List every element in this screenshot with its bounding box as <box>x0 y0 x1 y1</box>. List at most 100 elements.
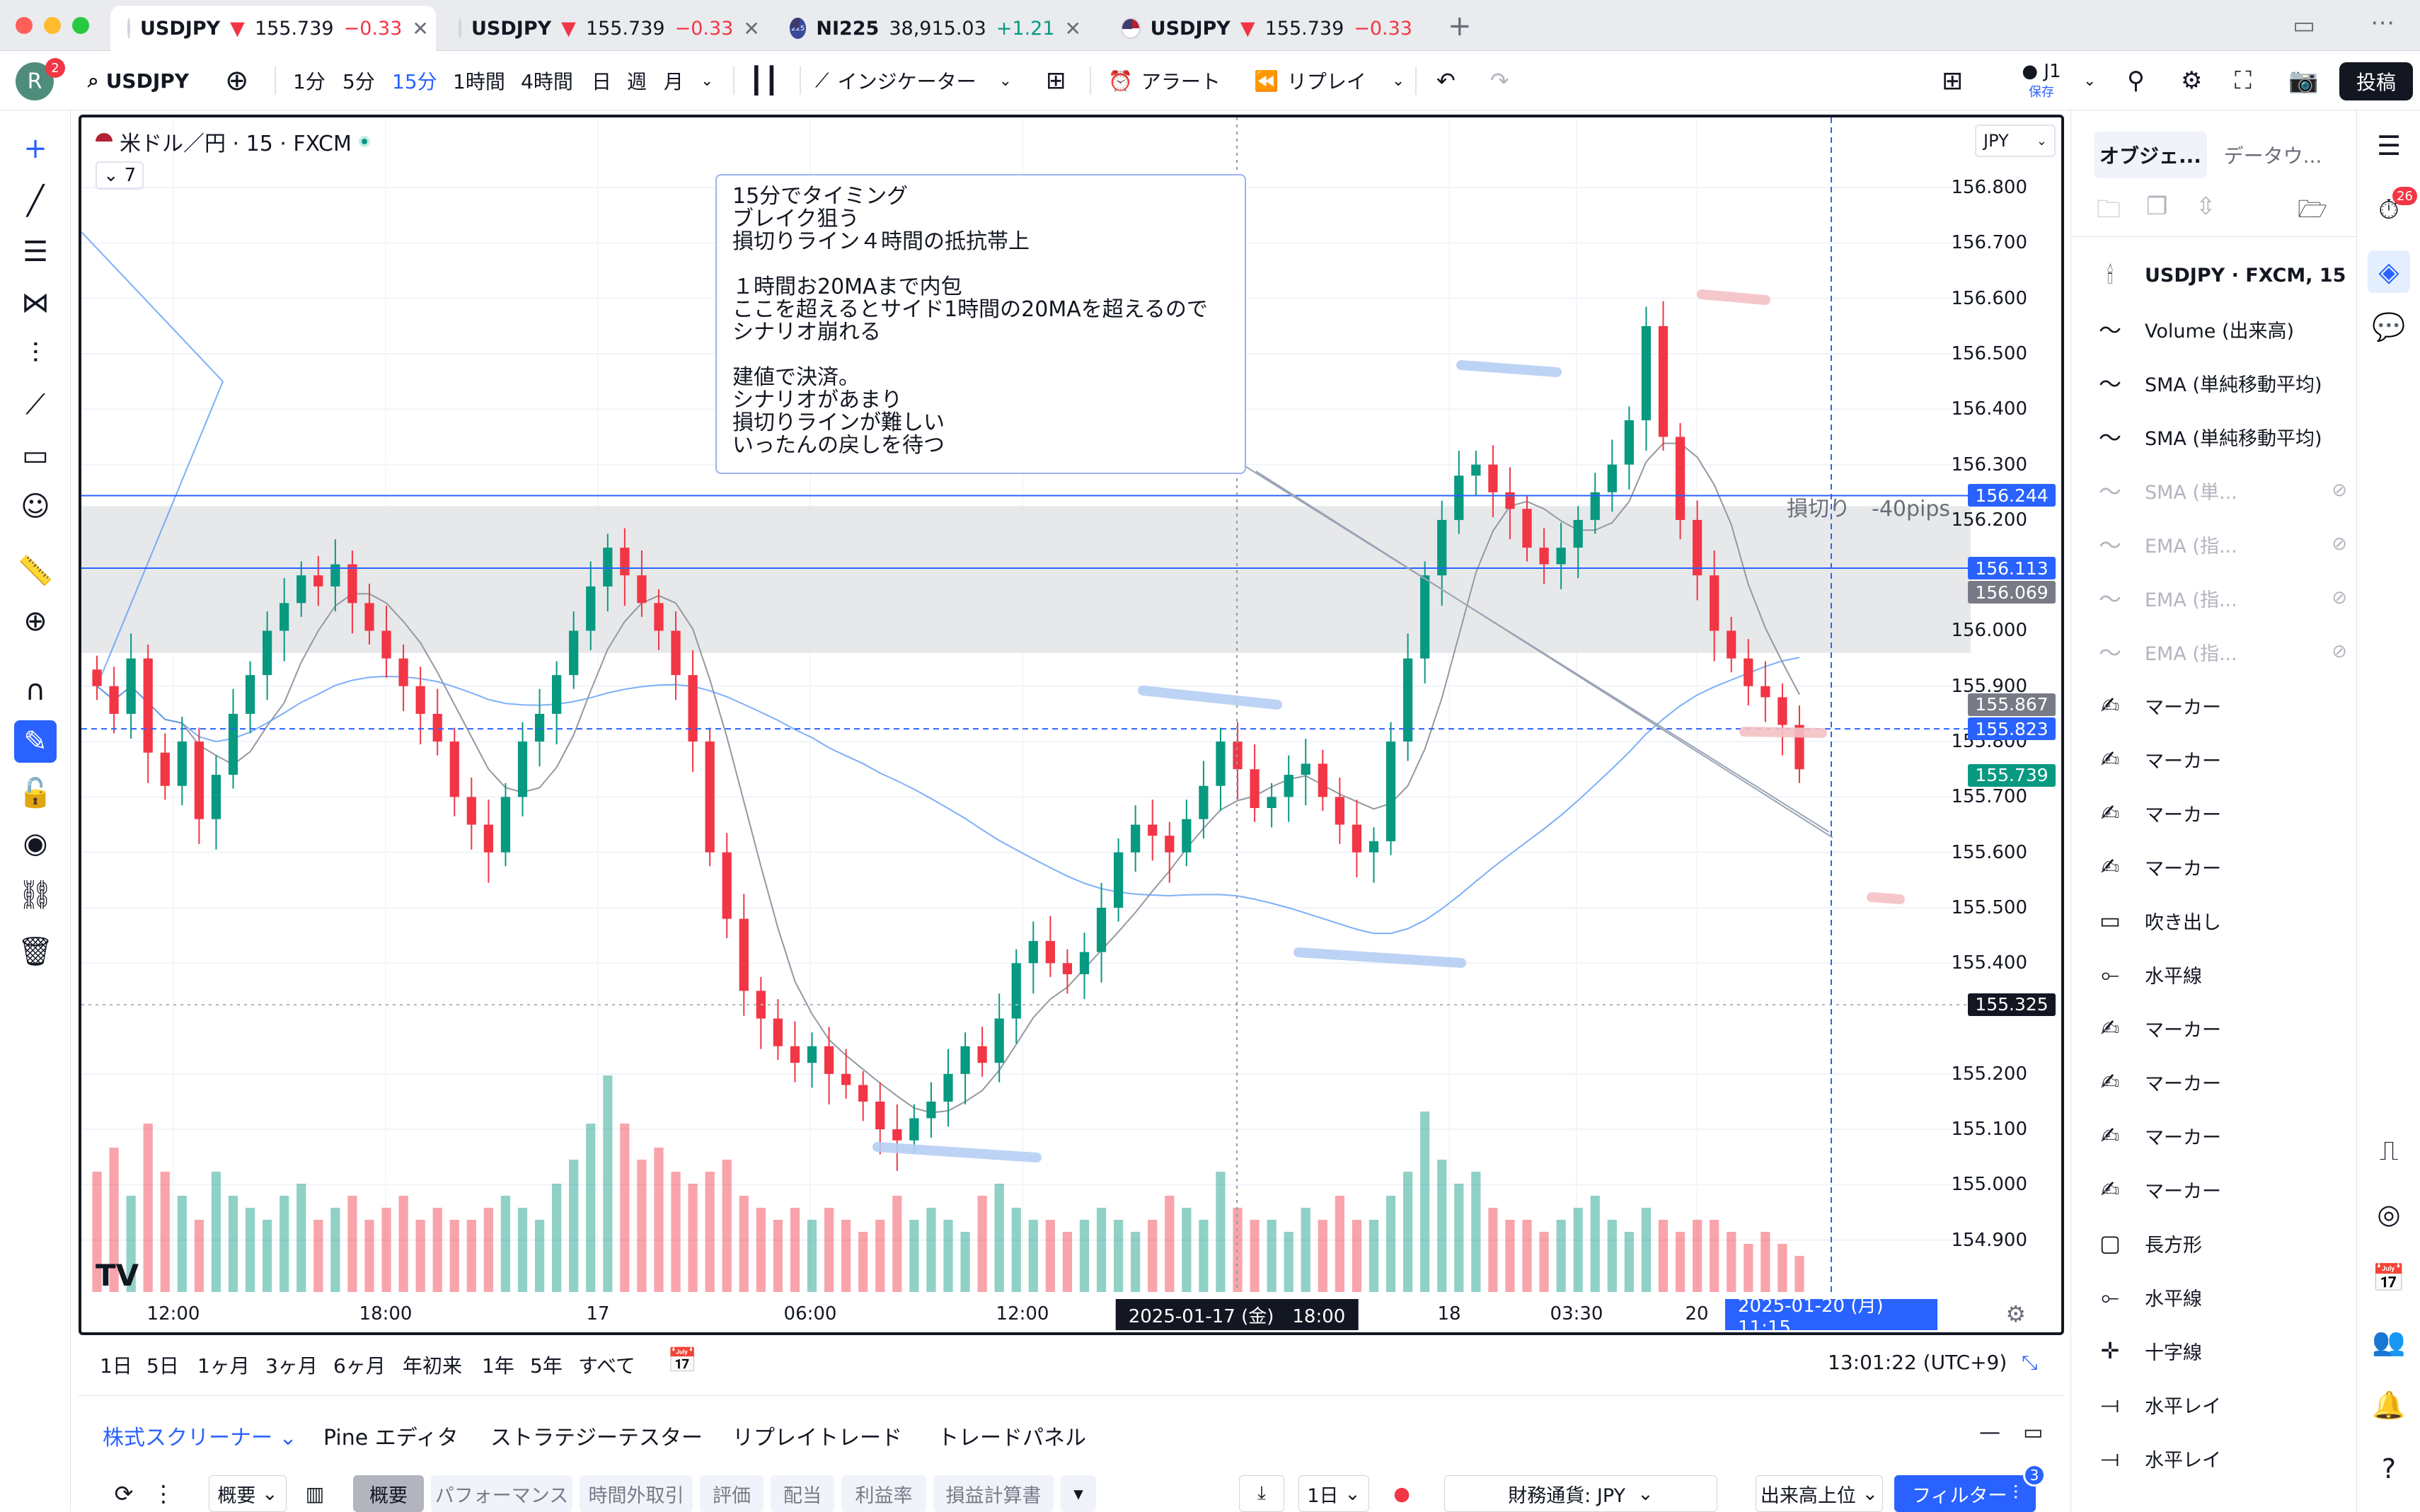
replay-button[interactable]: ⏪ リプレイ ⌄ <box>1254 51 1405 110</box>
interval-select[interactable]: 1日 ⌄ <box>1298 1475 1369 1512</box>
range-ytd[interactable]: 年初来 <box>403 1354 463 1378</box>
range-1d[interactable]: 1日 <box>100 1354 132 1378</box>
camera-snapshot-icon[interactable]: 📷 <box>2288 67 2319 95</box>
chart-legend-title[interactable]: 米ドル／円 · 15 · FXCM <box>96 126 370 157</box>
trendline-icon[interactable]: ╱ <box>26 185 45 217</box>
tab-replay-trade[interactable]: リプレイトレード <box>732 1426 902 1450</box>
close-tab-icon[interactable]: ✕ <box>412 16 429 40</box>
close-tab-icon[interactable]: ✕ <box>743 16 760 40</box>
tab-pine-editor[interactable]: Pine エディタ <box>323 1426 459 1450</box>
layout-name-button[interactable]: ● J1 保存 <box>2010 61 2073 100</box>
object-tree-item[interactable]: 〜 EMA (指... ⊘ <box>2092 573 2347 623</box>
auto-scale-icon[interactable]: ⤡ <box>2022 1351 2038 1374</box>
sync-drawings-icon[interactable]: 🗁 <box>2298 195 2328 224</box>
tab-trade-panel[interactable]: トレードパネル <box>938 1426 1086 1450</box>
interval-day[interactable]: 日 <box>592 70 612 93</box>
chevron-down-icon[interactable]: ▾ <box>1061 1475 1096 1512</box>
reorder-icon[interactable]: ⇳ <box>2196 192 2216 221</box>
interval-5m[interactable]: 5分 <box>342 70 375 93</box>
object-tree-item[interactable]: 🕯 USDJPY · FXCM, 15 <box>2092 250 2347 300</box>
link-icon[interactable]: ⛓ <box>17 878 54 911</box>
filter-button[interactable]: フィルター ⫶ <box>1894 1475 2036 1512</box>
ruler-icon[interactable]: 📏 <box>18 554 53 587</box>
tab-object-tree[interactable]: オブジェ... <box>2094 132 2207 178</box>
interval-1h[interactable]: 1時間 <box>453 70 505 93</box>
tab-usdjpy-3[interactable]: USDJPY ▼ 155.739 −0.33 <box>1104 6 1429 51</box>
object-tree-item[interactable]: 〜 EMA (指... ⊘ <box>2092 519 2347 569</box>
close-tab-icon[interactable]: ✕ <box>1064 16 1081 40</box>
copy-icon[interactable]: ❐ <box>2146 192 2168 221</box>
crosshair-icon[interactable]: + <box>23 132 47 165</box>
download-icon[interactable]: ⤓ <box>1239 1475 1284 1512</box>
eye-hidden-icon[interactable]: ⊘ <box>2332 641 2347 662</box>
trading-panel-icon[interactable]: ⎍ <box>2379 1134 2399 1166</box>
forecast-icon[interactable]: ⫶ <box>32 337 39 370</box>
target-icon[interactable]: ◎ <box>2377 1199 2401 1230</box>
currency-filter[interactable]: 財務通貨: JPY ⌄ <box>1444 1475 1717 1512</box>
interval-1m[interactable]: 1分 <box>293 70 325 93</box>
range-all[interactable]: すべて <box>578 1354 635 1378</box>
object-tree-item[interactable]: ✍ マーカー <box>2092 681 2347 730</box>
object-tree-item[interactable]: ⟜ 水平線 <box>2092 950 2347 999</box>
chevron-down-icon[interactable]: ⌄ <box>701 71 714 90</box>
columns-icon[interactable]: ▥ <box>305 1482 325 1506</box>
object-tree-item[interactable]: 〜 EMA (指... ⊘ <box>2092 627 2347 676</box>
object-tree-item[interactable]: 〜 SMA (単... ⊘ <box>2092 466 2347 515</box>
layout-grid-icon[interactable]: ⊞ <box>1942 66 1964 96</box>
zoom-in-icon[interactable]: ⊕ <box>23 605 47 637</box>
refresh-icon[interactable]: ⟳ <box>114 1480 134 1507</box>
eye-hidden-icon[interactable]: ⊘ <box>2332 480 2347 501</box>
tab-data-window[interactable]: データウ... <box>2223 144 2322 168</box>
watchlist-icon[interactable]: ☰ <box>2376 130 2402 161</box>
range-5y[interactable]: 5年 <box>530 1354 563 1378</box>
layout-window-icon[interactable]: ▭ <box>2293 11 2316 40</box>
more-vertical-icon[interactable]: ⋮ <box>152 1480 175 1507</box>
object-tree-item[interactable]: ⟜ 水平線 <box>2092 1272 2347 1322</box>
magnet-icon[interactable]: ∩ <box>25 674 46 707</box>
emoji-icon[interactable]: ☺ <box>21 490 50 523</box>
object-tree-item[interactable]: ✍ マーカー <box>2092 1003 2347 1053</box>
symbol-search-button[interactable]: ⌕ USDJPY <box>88 51 189 110</box>
object-tree-item[interactable]: ✍ マーカー <box>2092 1057 2347 1107</box>
interval-4h[interactable]: 4時間 <box>521 70 573 93</box>
object-tree-item[interactable]: ✍ マーカー <box>2092 842 2347 891</box>
interval-week[interactable]: 週 <box>627 70 647 93</box>
community-icon[interactable]: 👥 <box>2372 1325 2406 1357</box>
minimize-window-button[interactable] <box>44 17 61 34</box>
eye-hidden-icon[interactable]: ⊘ <box>2332 587 2347 608</box>
indicators-button[interactable]: ⟋ インジケーター ⌄ <box>815 51 1012 110</box>
text-comment-icon[interactable]: ▭ <box>22 439 49 472</box>
filter-dividends[interactable]: 配当 <box>771 1475 834 1512</box>
more-icon[interactable]: ⋯ <box>2370 8 2395 37</box>
range-5d[interactable]: 5日 <box>146 1354 179 1378</box>
currency-selector[interactable]: JPY ⌄ <box>1975 125 2056 157</box>
filter-valuation[interactable]: 評価 <box>700 1475 764 1512</box>
compare-plus-icon[interactable]: ⊕ <box>225 64 249 97</box>
new-tab-icon[interactable]: + <box>1448 10 1472 42</box>
close-window-button[interactable] <box>16 17 33 34</box>
range-1y[interactable]: 1年 <box>482 1354 514 1378</box>
filter-income[interactable]: 損益計算書 <box>933 1475 1054 1512</box>
filter-performance[interactable]: パフォーマンス <box>431 1475 572 1512</box>
object-tree-layers-icon[interactable]: ◈ <box>2368 250 2410 293</box>
clock-timezone[interactable]: 13:01:22 (UTC+9) <box>1828 1351 2007 1374</box>
object-tree-item[interactable]: ✍ マーカー <box>2092 734 2347 784</box>
object-tree-item[interactable]: ✛ 十字線 <box>2092 1326 2347 1375</box>
object-tree-item[interactable]: ✍ マーカー <box>2092 788 2347 838</box>
templates-grid-icon[interactable]: ⊞ <box>1046 67 1066 95</box>
interval-month[interactable]: 月 <box>664 70 684 93</box>
object-tree-item[interactable]: ⟞ 水平レイ <box>2092 1380 2347 1429</box>
object-tree-item[interactable]: ▢ 長方形 <box>2092 1218 2347 1268</box>
minimize-panel-icon[interactable]: — <box>1979 1420 2000 1445</box>
new-folder-icon[interactable]: 🗀 <box>2097 195 2121 224</box>
fib-lines-icon[interactable]: ☰ <box>23 236 48 268</box>
tab-ni225[interactable]: 225 NI225 38,915.03 +1.21 ✕ <box>773 6 1098 51</box>
eye-icon[interactable]: ◉ <box>23 827 48 860</box>
interval-15m[interactable]: 15分 <box>392 70 437 93</box>
maximize-panel-icon[interactable]: ▭ <box>2023 1420 2044 1445</box>
help-icon[interactable]: ? <box>2381 1453 2397 1484</box>
pattern-icon[interactable]: ⋈ <box>21 287 50 319</box>
sort-select[interactable]: 出来高上位 ⌄ <box>1756 1475 1883 1512</box>
calendar-icon[interactable]: 📅 <box>2372 1262 2406 1293</box>
object-tree-item[interactable]: ✍ マーカー <box>2092 1165 2347 1214</box>
